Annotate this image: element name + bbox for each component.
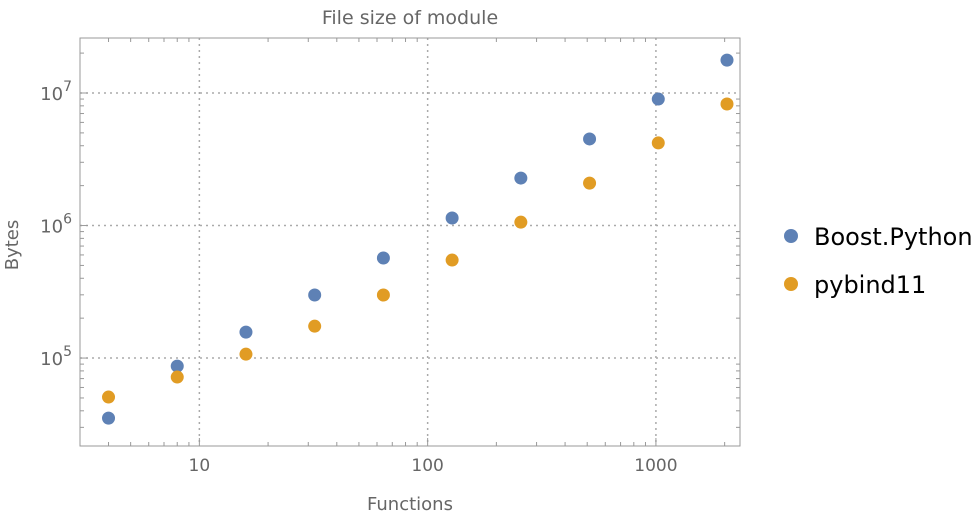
y-tick-label: 106 <box>40 212 72 238</box>
x-tick-label: 100 <box>411 456 443 476</box>
y-tick-exponent: 7 <box>63 79 72 95</box>
data-point-boost-python <box>445 211 459 225</box>
data-point-boost-python <box>720 53 734 67</box>
data-point-boost-python <box>514 171 528 185</box>
data-point-pybind11 <box>445 253 459 267</box>
legend-label: pybind11 <box>814 271 926 299</box>
data-point-pybind11 <box>720 97 734 111</box>
data-point-pybind11 <box>514 215 528 229</box>
legend-marker <box>784 277 798 291</box>
data-point-pybind11 <box>583 176 597 190</box>
y-axis-label: Bytes <box>2 220 23 271</box>
data-point-pybind11 <box>170 370 184 384</box>
chart-title: File size of module <box>322 7 498 29</box>
legend-label: Boost.Python <box>814 223 973 251</box>
data-point-boost-python <box>170 359 184 373</box>
y-tick-base: 10 <box>40 349 63 370</box>
y-tick-exponent: 5 <box>63 344 72 360</box>
y-tick-base: 10 <box>40 84 63 105</box>
data-point-boost-python <box>239 325 253 339</box>
plot-frame <box>79 37 741 447</box>
data-point-boost-python <box>308 288 322 302</box>
data-point-pybind11 <box>102 390 116 404</box>
y-tick-label: 105 <box>40 344 72 370</box>
x-tick-label: 10 <box>189 456 211 476</box>
data-point-boost-python <box>102 411 116 425</box>
x-axis-label: Functions <box>367 494 453 513</box>
data-point-pybind11 <box>239 347 253 361</box>
data-point-boost-python <box>651 92 665 106</box>
x-tick-label: 1000 <box>634 456 677 476</box>
data-point-boost-python <box>376 251 390 265</box>
y-tick-base: 10 <box>40 217 63 238</box>
data-point-pybind11 <box>308 319 322 333</box>
data-point-pybind11 <box>651 136 665 150</box>
data-point-pybind11 <box>376 288 390 302</box>
legend-marker <box>784 229 798 243</box>
y-tick-label: 107 <box>40 79 72 105</box>
data-point-boost-python <box>583 132 597 146</box>
y-tick-exponent: 6 <box>63 212 72 228</box>
